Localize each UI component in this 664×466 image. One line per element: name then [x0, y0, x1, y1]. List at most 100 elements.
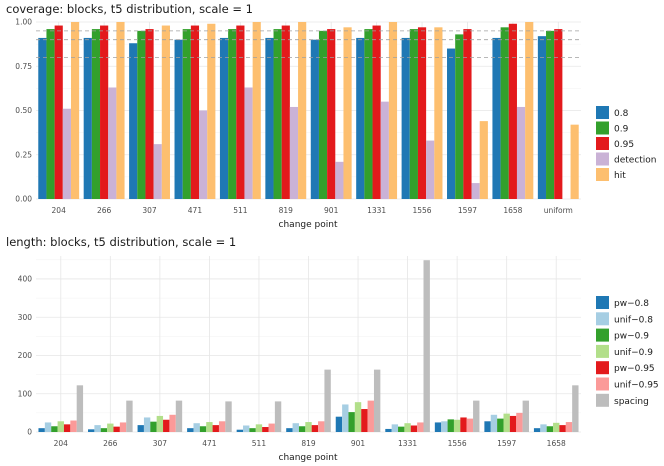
length-bar	[76, 385, 84, 432]
coverage-legend-key	[596, 121, 609, 135]
coverage-title: coverage: blocks, t5 distribution, scale…	[6, 2, 253, 16]
length-bar	[274, 401, 282, 432]
length-bar	[70, 420, 77, 432]
length-bar	[540, 424, 547, 432]
coverage-bar	[434, 27, 443, 200]
coverage-legend-key	[596, 168, 609, 181]
length-bar	[335, 416, 343, 432]
length-bar	[262, 427, 269, 432]
coverage-bar	[409, 29, 418, 199]
coverage-bar	[388, 22, 398, 199]
coverage-bar	[91, 29, 101, 199]
coverage-bar	[174, 39, 183, 200]
length-bar	[324, 369, 331, 432]
length-bar	[199, 426, 207, 432]
coverage-bar	[546, 30, 555, 199]
coverage-bar	[471, 183, 480, 199]
coverage-legend-key	[596, 106, 609, 119]
length-legend-label: unif−0.95	[614, 381, 659, 391]
coverage-bar	[554, 29, 563, 199]
coverage-bar	[244, 87, 253, 199]
coverage-bar	[298, 22, 307, 199]
coverage-bar	[145, 29, 154, 199]
length-legend-key	[596, 393, 609, 407]
length-bar	[63, 424, 71, 432]
coverage-bar	[508, 23, 517, 199]
coverage-x-tick-label: 307	[142, 206, 157, 215]
length-bar	[292, 423, 299, 432]
length-bar	[417, 422, 424, 432]
coverage-bar	[161, 25, 170, 200]
length-bar	[236, 429, 244, 432]
length-legend: pw−0.8 unif−0.8 pw−0.9 unif−0.9 pw−0.95 unif−…	[596, 296, 659, 407]
length-bar	[342, 404, 349, 432]
length-bar	[398, 426, 405, 432]
coverage-legend: 0.8 0.9 0.95 detection hit	[596, 106, 657, 181]
length-bar	[193, 423, 200, 432]
coverage-bar	[70, 22, 80, 199]
length-x-tick-label: 1597	[497, 439, 516, 448]
length-bar	[385, 428, 392, 432]
length-y-tick-label: 300	[18, 313, 33, 322]
coverage-legend-label: detection	[614, 156, 657, 166]
coverage-bar	[479, 121, 488, 199]
length-legend-key	[596, 312, 609, 326]
length-bar	[57, 421, 64, 432]
coverage-bar	[380, 101, 389, 199]
coverage-legend-label: 0.95	[614, 140, 634, 150]
length-bar	[423, 260, 430, 432]
coverage-bar	[137, 30, 146, 199]
length-bar	[268, 423, 275, 432]
coverage-x-tick-label: 1658	[503, 206, 522, 215]
coverage-x-tick-label: 471	[188, 206, 203, 215]
coverage-legend-label: 0.8	[614, 109, 629, 119]
length-bar	[404, 423, 411, 432]
length-legend-key	[596, 361, 609, 375]
coverage-bar	[364, 29, 373, 199]
length-bar	[206, 422, 213, 432]
length-bar	[460, 417, 467, 432]
length-bar	[348, 412, 355, 432]
length-title: length: blocks, t5 distribution, scale =…	[6, 235, 236, 249]
length-bar	[484, 421, 491, 432]
coverage-y-tick-label: 0.00	[15, 195, 32, 204]
coverage-x-tick-label: 819	[279, 206, 294, 215]
coverage-legend-key	[596, 152, 609, 166]
length-legend-label: unif−0.9	[614, 348, 653, 358]
coverage-legend-key	[596, 137, 609, 150]
length-bar	[51, 426, 58, 432]
coverage-y-tick-label: 0.75	[15, 62, 32, 71]
length-bar	[447, 419, 454, 432]
coverage-bar	[228, 29, 237, 199]
length-bar	[572, 385, 579, 432]
length-bar	[137, 425, 144, 432]
coverage-bar	[525, 22, 534, 199]
coverage-bar	[289, 106, 299, 199]
length-bar	[546, 426, 554, 432]
coverage-bar	[343, 27, 352, 200]
coverage-x-tick-label: 1556	[412, 206, 431, 215]
coverage-bar	[516, 106, 526, 199]
coverage-x-tick-label: 1331	[367, 206, 386, 215]
coverage-bar	[252, 22, 261, 199]
coverage-bar	[335, 161, 344, 199]
coverage-bar	[426, 140, 435, 199]
length-panel: 0 100 200 300 400 204 266 307 471 511 819 901 1331 15…	[18, 256, 581, 448]
length-bar	[255, 424, 263, 432]
coverage-bar	[129, 43, 138, 199]
length-bar	[175, 400, 183, 432]
length-x-tick-label: 266	[103, 439, 118, 448]
length-bar	[559, 425, 566, 432]
coverage-bar	[236, 25, 245, 200]
coverage-bar	[281, 25, 290, 200]
length-bar	[169, 414, 176, 432]
coverage-y-tick-label: 1.00	[15, 18, 32, 27]
coverage-bar	[455, 34, 464, 199]
length-bar	[311, 425, 319, 432]
length-bar	[38, 428, 45, 432]
length-x-title: change point	[279, 453, 338, 463]
coverage-bar	[219, 37, 229, 200]
length-bar	[441, 421, 448, 432]
length-bar	[187, 428, 194, 432]
coverage-legend-label: 0.9	[614, 125, 629, 135]
